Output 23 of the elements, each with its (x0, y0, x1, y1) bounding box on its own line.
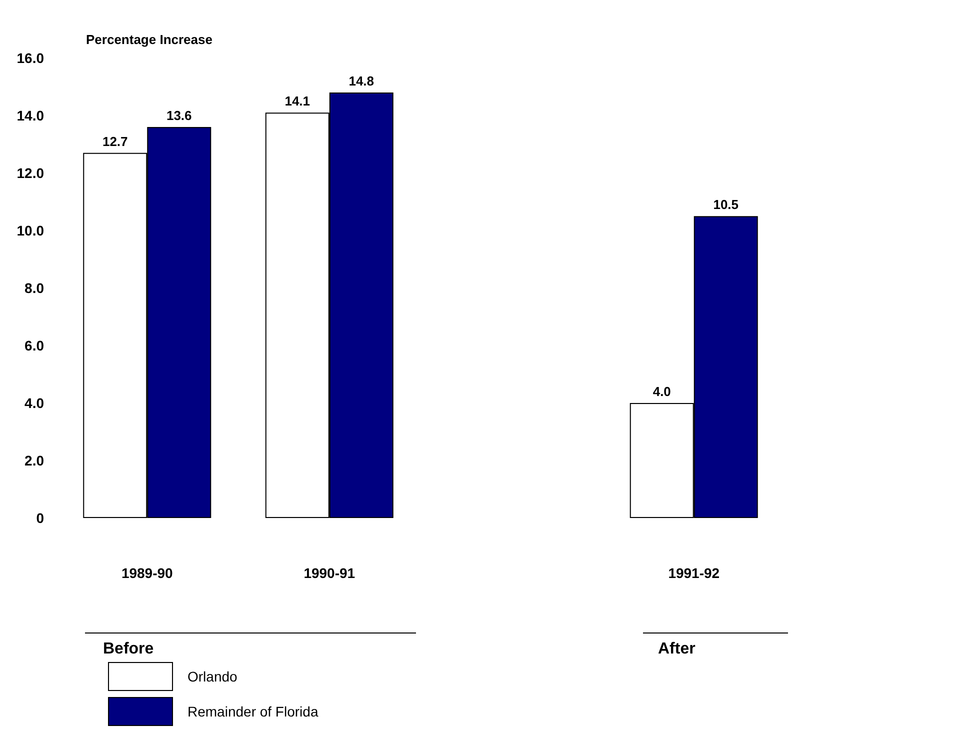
y-tick-label: 6.0 (24, 338, 44, 354)
x-tick-label: 1989-90 (121, 565, 174, 581)
y-tick-label: 14.0 (16, 108, 44, 124)
text: Before (103, 640, 154, 658)
y-tick-label: 8.0 (24, 280, 44, 296)
data-label: 13.6 (166, 108, 192, 123)
data-label: 12.7 (102, 134, 128, 149)
data-label: 14.1 (284, 94, 310, 109)
y-tick-label: 2.0 (24, 452, 44, 468)
legend-label: Orlando (188, 668, 238, 684)
data-label: 10.5 (713, 197, 739, 212)
y-tick-label: 16.0 (16, 50, 44, 66)
x-tick-label: 1991-92 (668, 565, 720, 581)
y-axis-title: Percentage Increase (86, 32, 212, 47)
y-tick-label: 10.0 (16, 222, 44, 238)
x-tick-label: 1990-91 (304, 565, 356, 581)
legend-label: Remainder of Florida (188, 704, 318, 720)
text: After (658, 640, 696, 658)
y-tick-label: 4.0 (24, 395, 44, 411)
data-label: 4.0 (652, 384, 671, 399)
y-tick-label: 12.0 (16, 165, 44, 181)
y-tick-label: 0 (36, 510, 44, 526)
data-label: 14.8 (348, 74, 374, 88)
